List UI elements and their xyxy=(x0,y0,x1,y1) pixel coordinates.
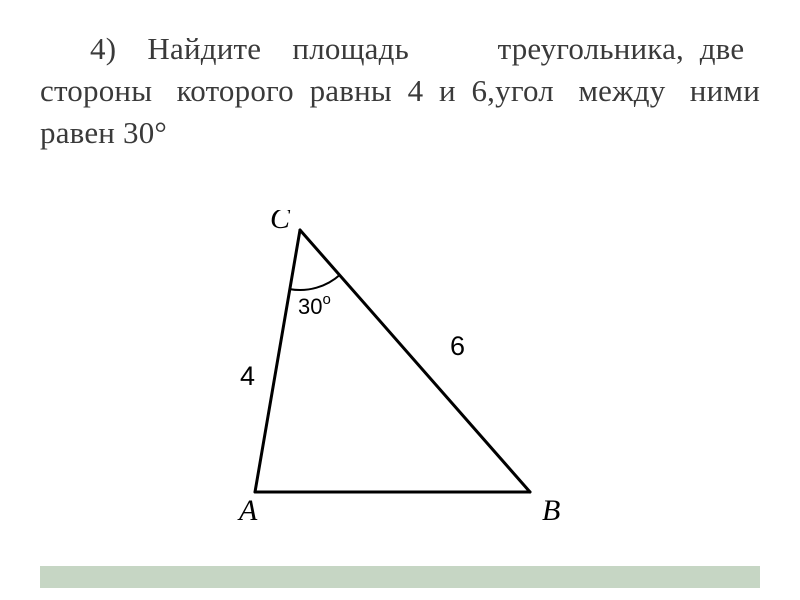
vertex-label-B: B xyxy=(542,494,560,527)
edge-label-CB: 6 xyxy=(450,331,465,361)
triangle-svg: 4 6 30o C A B xyxy=(150,210,650,550)
vertex-label-A: A xyxy=(237,494,258,527)
triangle-figure: 4 6 30o C A B xyxy=(150,210,650,550)
slide: 4) Найдите площадь треугольника, две сто… xyxy=(0,0,800,600)
vertex-label-C: C xyxy=(270,210,291,235)
problem-text: 4) Найдите площадь треугольника, две сто… xyxy=(40,28,760,154)
angle-label: 30o xyxy=(298,291,331,319)
edge-label-CA: 4 xyxy=(240,361,255,391)
footer-bar xyxy=(40,566,760,588)
